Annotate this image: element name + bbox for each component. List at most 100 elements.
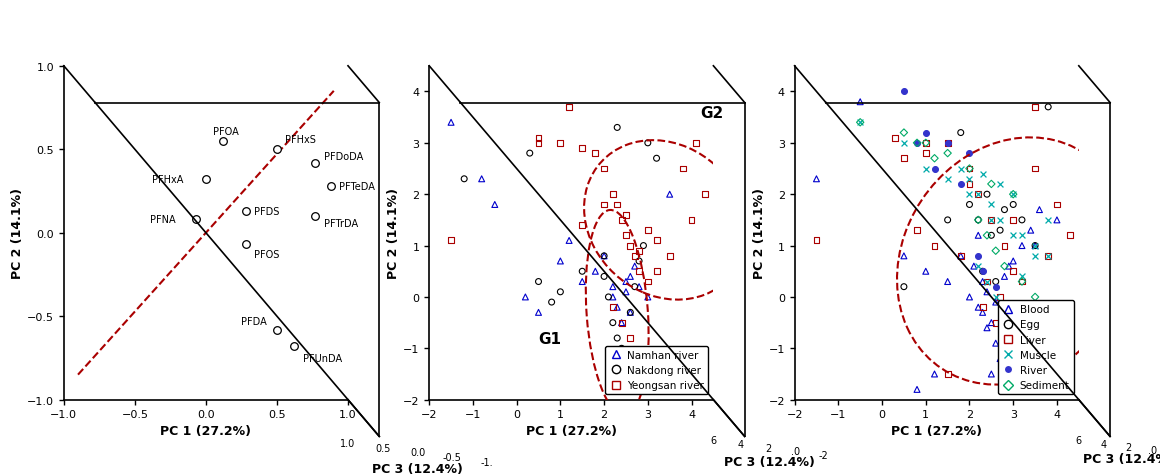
Point <box>608 335 626 342</box>
Point <box>951 252 970 260</box>
Point <box>960 150 979 158</box>
Point <box>986 298 1005 306</box>
Text: PFTeDA: PFTeDA <box>340 182 376 191</box>
Point <box>894 252 913 260</box>
Point <box>951 129 970 137</box>
Point <box>638 227 657 235</box>
Point <box>630 268 648 276</box>
Point <box>986 248 1005 255</box>
Point <box>983 370 1001 378</box>
Point <box>960 191 979 198</box>
Point <box>516 294 535 301</box>
Point <box>894 89 913 96</box>
Text: PFOS: PFOS <box>254 250 280 260</box>
X-axis label: PC 1 (27.2%): PC 1 (27.2%) <box>160 424 252 436</box>
Text: PC 3 (12.4%): PC 3 (12.4%) <box>372 462 463 475</box>
Point <box>621 335 639 342</box>
Point <box>625 263 644 270</box>
Point <box>1025 294 1044 301</box>
Point <box>1013 273 1031 281</box>
Point <box>630 248 648 255</box>
Point <box>973 268 992 276</box>
Point <box>991 355 1009 363</box>
Text: -0.5: -0.5 <box>443 452 462 462</box>
Point <box>586 150 604 158</box>
Text: 2: 2 <box>766 443 771 453</box>
Point <box>521 150 539 158</box>
Point <box>660 252 679 260</box>
Point <box>608 304 626 311</box>
Point <box>978 278 996 286</box>
Point <box>1025 165 1044 173</box>
Point <box>1039 104 1058 111</box>
Y-axis label: PC 2 (14.1%): PC 2 (14.1%) <box>12 188 24 278</box>
Point <box>983 217 1001 224</box>
Point <box>978 232 996 239</box>
Point <box>983 319 1001 327</box>
Point <box>916 129 935 137</box>
Point <box>1003 232 1022 239</box>
Point <box>1025 242 1044 250</box>
Point <box>807 237 826 245</box>
Point <box>551 258 570 265</box>
Point <box>978 324 996 332</box>
Text: PFHxS: PFHxS <box>285 135 317 145</box>
Point <box>573 278 592 286</box>
Point <box>1039 217 1058 224</box>
Point <box>1003 345 1022 352</box>
Point <box>621 309 639 317</box>
Point <box>995 263 1014 270</box>
Point <box>543 298 561 306</box>
Text: 1.0: 1.0 <box>340 438 356 448</box>
Point <box>926 155 944 163</box>
Point <box>1000 263 1018 270</box>
Point <box>595 252 614 260</box>
Point <box>973 304 992 311</box>
Point <box>991 294 1009 301</box>
Text: 6: 6 <box>1075 436 1082 446</box>
Point <box>551 288 570 296</box>
Point <box>926 165 944 173</box>
Text: PC 3 (12.4%): PC 3 (12.4%) <box>1083 452 1160 465</box>
Point <box>986 340 1005 347</box>
Point <box>1025 104 1044 111</box>
Point <box>973 278 992 286</box>
Point <box>635 242 653 250</box>
Point <box>894 155 913 163</box>
Point <box>908 227 927 235</box>
Text: G1: G1 <box>538 331 561 347</box>
Point <box>625 252 644 260</box>
Point <box>894 140 913 148</box>
Point <box>986 283 1005 291</box>
Point <box>916 150 935 158</box>
Point <box>617 211 636 219</box>
Point <box>1039 252 1058 260</box>
Point <box>695 191 713 198</box>
Y-axis label: PC 2 (14.1%): PC 2 (14.1%) <box>753 188 766 278</box>
Point <box>851 99 870 106</box>
Point <box>995 335 1014 342</box>
Point <box>938 150 957 158</box>
Point <box>603 283 622 291</box>
Point <box>951 181 970 188</box>
Point <box>617 232 636 239</box>
Point <box>969 217 987 224</box>
Point <box>455 176 473 183</box>
Point <box>660 191 679 198</box>
Point <box>638 294 657 301</box>
Point <box>969 191 987 198</box>
Point <box>608 124 626 132</box>
Point <box>916 140 935 148</box>
Point <box>612 217 631 224</box>
Text: PFNA: PFNA <box>151 215 176 225</box>
Point <box>995 386 1014 393</box>
Point <box>682 217 701 224</box>
Point <box>894 283 913 291</box>
Point <box>647 237 666 245</box>
Point <box>938 140 957 148</box>
Point <box>926 370 944 378</box>
Point <box>986 319 1005 327</box>
Point <box>995 273 1014 281</box>
Point <box>960 181 979 188</box>
Point <box>595 252 614 260</box>
